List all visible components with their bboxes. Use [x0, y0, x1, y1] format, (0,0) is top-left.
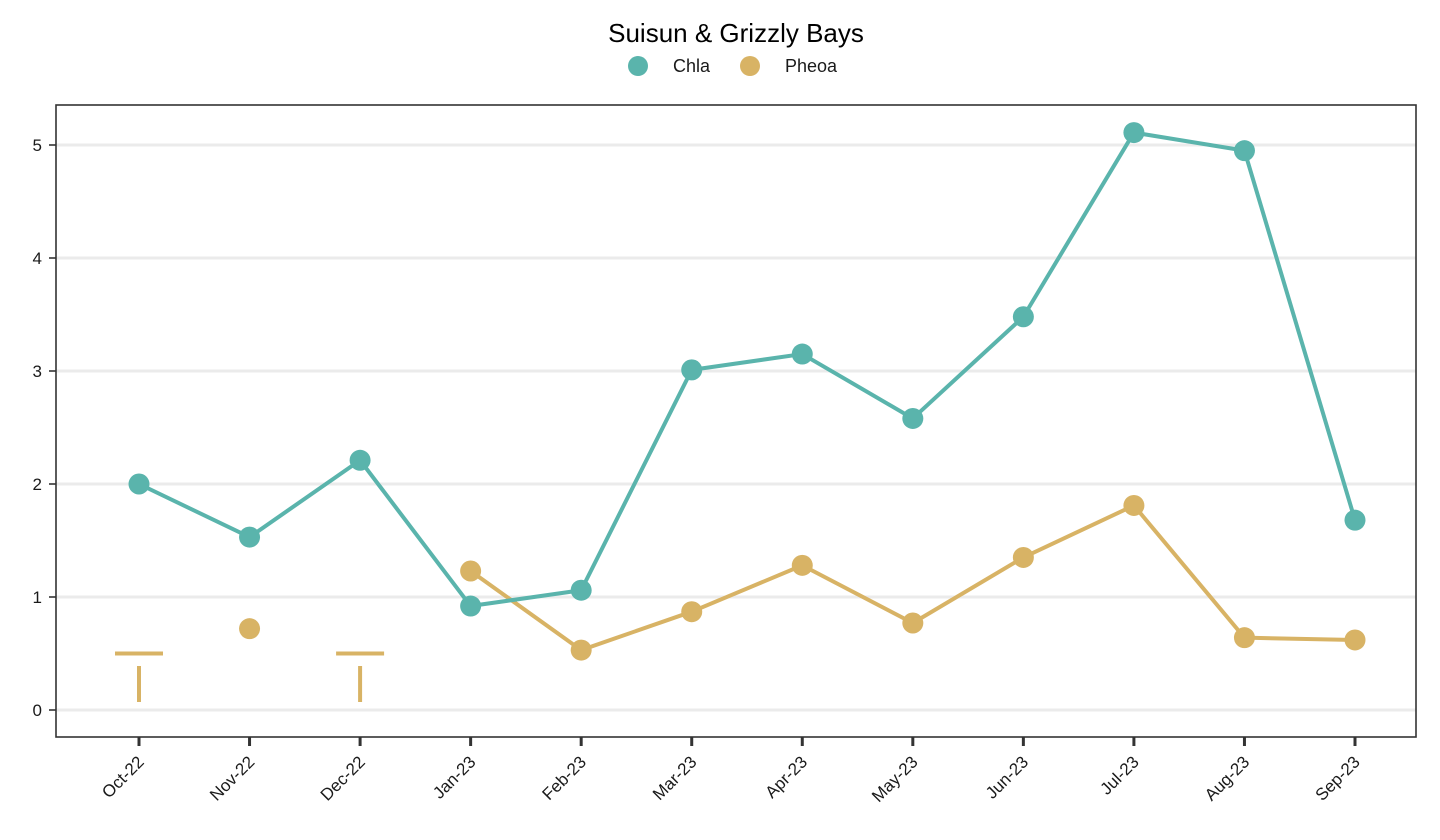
point-chla-9: [1123, 122, 1145, 144]
point-chla-11: [1344, 509, 1366, 531]
y-tick-label-2: 2: [33, 475, 42, 494]
x-tick-label-2: Dec-22: [317, 752, 369, 804]
point-pheoa-8: [1012, 546, 1034, 568]
point-pheoa-1: [239, 618, 261, 640]
point-chla-6: [791, 343, 813, 365]
y-tick-label-1: 1: [33, 588, 42, 607]
series-chla: [128, 122, 1366, 617]
point-pheoa-10: [1233, 627, 1255, 649]
x-tick-label-4: Feb-23: [538, 752, 590, 804]
series-layer: [115, 122, 1366, 710]
point-chla-3: [460, 595, 482, 617]
x-tick-label-9: Jul-23: [1097, 752, 1143, 798]
legend-marker-chla: [628, 56, 648, 76]
series-line-chla-0: [138, 130, 1357, 609]
y-tick-label-3: 3: [33, 362, 42, 381]
point-chla-4: [570, 579, 592, 601]
point-pheoa-7: [902, 612, 924, 634]
x-tick-label-8: Jun-23: [982, 752, 1032, 802]
point-pheoa-5: [681, 601, 703, 623]
legend-label-chla: Chla: [673, 56, 711, 76]
plot-panel-border: [55, 104, 1417, 738]
legend-marker-pheoa: [740, 56, 760, 76]
point-pheoa-11: [1344, 629, 1366, 651]
point-pheoa-3: [460, 560, 482, 582]
point-chla-8: [1012, 306, 1034, 328]
point-chla-7: [902, 407, 924, 429]
point-pheoa-9: [1123, 494, 1145, 516]
legend: Chla Pheoa: [628, 56, 838, 76]
y-tick-label-5: 5: [33, 136, 42, 155]
point-chla-2: [349, 449, 371, 471]
y-tick-label-4: 4: [33, 249, 42, 268]
y-tick-label-0: 0: [33, 701, 42, 720]
point-chla-0: [128, 473, 150, 495]
point-chla-10: [1233, 140, 1255, 162]
x-tick-label-11: Sep-23: [1312, 752, 1364, 804]
point-chla-1: [239, 526, 261, 548]
x-tick-label-0: Oct-22: [98, 752, 148, 802]
x-tick-label-5: Mar-23: [649, 752, 701, 804]
x-tick-label-10: Aug-23: [1201, 752, 1253, 804]
x-tick-label-1: Nov-22: [206, 752, 258, 804]
series-pheoa: [115, 494, 1366, 710]
gridlines: [56, 143, 1416, 712]
point-pheoa-4: [570, 639, 592, 661]
chart-title: Suisun & Grizzly Bays: [608, 18, 864, 48]
y-axis: 0 1 2 3 4 5: [33, 136, 56, 720]
x-tick-label-7: May-23: [868, 752, 922, 806]
x-axis: Oct-22 Nov-22 Dec-22 Jan-23 Feb-23 Mar-23 Apr-…: [98, 737, 1364, 806]
x-tick-label-6: Apr-23: [762, 752, 812, 802]
legend-label-pheoa: Pheoa: [785, 56, 838, 76]
point-pheoa-6: [791, 554, 813, 576]
x-tick-label-3: Jan-23: [429, 752, 479, 802]
point-chla-5: [681, 359, 703, 381]
